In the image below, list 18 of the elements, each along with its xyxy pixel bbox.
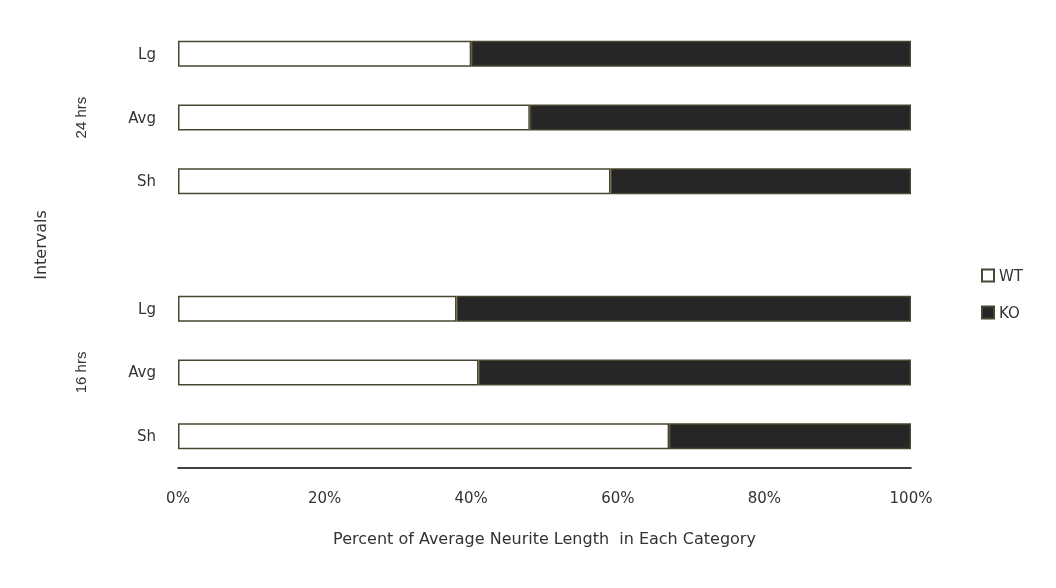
y-axis-title: Intervals — [30, 210, 50, 280]
x-tick-label: 60% — [601, 488, 635, 507]
text: 24 hrs — [71, 96, 89, 139]
x-tick-label: 100% — [889, 488, 933, 507]
y-tick-label: Sh — [136, 427, 156, 446]
legend-label: WT — [999, 266, 1024, 285]
x-tick-label: 0% — [166, 488, 190, 507]
x-tick-label: 80% — [747, 488, 782, 507]
x-tick-label: 20% — [307, 488, 342, 507]
y-tick-label: Sh — [136, 172, 156, 191]
x-tick-label: 40% — [454, 488, 488, 507]
y-tick-label: Lg — [138, 44, 156, 63]
y-tick-label: Avg — [128, 108, 156, 127]
legend-label: KO — [999, 303, 1020, 322]
x-axis-title: Percent of Average Neurite Length in Each Category — [333, 528, 756, 548]
y-tick-label: Avg — [128, 363, 156, 382]
y-tick-label: Lg — [138, 299, 156, 318]
text: 16 hrs — [71, 351, 89, 394]
